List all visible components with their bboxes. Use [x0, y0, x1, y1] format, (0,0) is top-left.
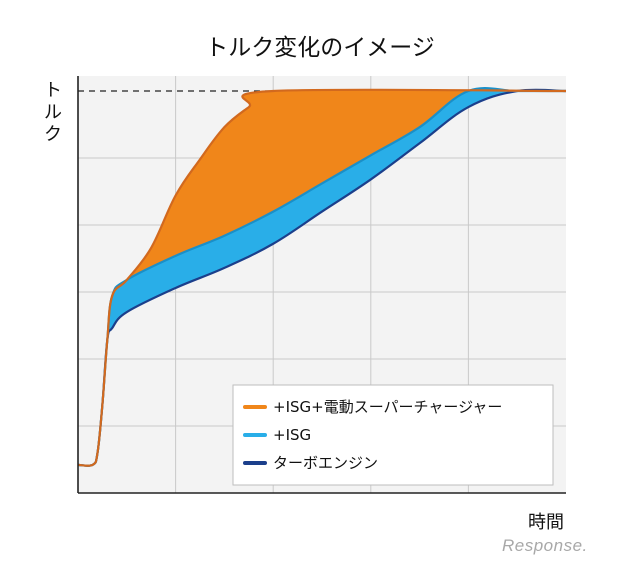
line-isg-supercharger [77, 88, 567, 467]
legend: +ISG+電動スーパーチャージャー +ISG ターボエンジン [232, 384, 554, 486]
y-axis-label-char: ク [44, 124, 62, 145]
response-watermark: Response. [502, 536, 588, 555]
legend-label: +ISG+電動スーパーチャージャー [273, 398, 502, 416]
chart-title: トルク変化のイメージ [205, 35, 435, 61]
series-areas [77, 87, 567, 467]
legend-label: ターボエンジン [273, 454, 378, 472]
x-axis-label: 時間 [528, 512, 564, 533]
y-axis-label: トルク [40, 80, 66, 146]
legend-box [232, 384, 554, 486]
band-isg-supercharger [78, 88, 566, 466]
y-axis-label-char: ル [44, 102, 62, 123]
legend-label: +ISG [273, 426, 311, 444]
axes [77, 76, 566, 494]
y-axis-label-char: ト [44, 80, 62, 101]
band-isg [78, 88, 566, 466]
